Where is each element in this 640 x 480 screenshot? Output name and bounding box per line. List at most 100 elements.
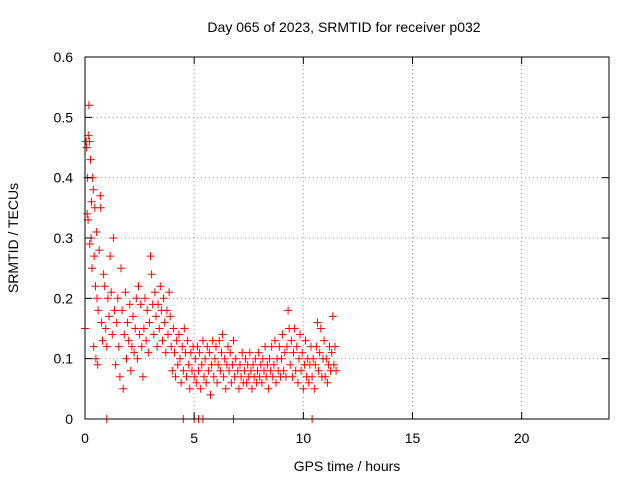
data-point	[314, 366, 323, 375]
data-point	[94, 306, 103, 315]
data-point	[167, 342, 176, 351]
y-tick-label: 0.5	[54, 109, 74, 125]
data-point	[171, 372, 180, 381]
data-point	[266, 366, 275, 375]
data-point	[202, 378, 211, 387]
data-point	[270, 336, 279, 345]
y-tick-label: 0.6	[54, 49, 74, 65]
data-point	[293, 378, 302, 387]
data-point	[99, 270, 108, 279]
data-point	[283, 342, 291, 351]
data-point	[265, 354, 274, 363]
data-point	[89, 342, 98, 351]
data-point	[145, 318, 154, 327]
data-point	[290, 324, 299, 333]
data-point	[170, 348, 179, 357]
data-point	[84, 101, 93, 110]
data-point	[149, 330, 158, 339]
data-point	[84, 131, 93, 140]
data-point	[122, 354, 131, 363]
data-point	[131, 324, 140, 333]
data-point	[93, 360, 102, 369]
data-point	[220, 354, 229, 363]
data-point	[286, 360, 295, 369]
data-point	[180, 324, 189, 333]
data-point	[196, 384, 205, 393]
data-point	[153, 342, 162, 351]
data-point	[137, 342, 146, 351]
data-point	[102, 342, 111, 351]
data-point	[142, 336, 151, 345]
data-point	[135, 330, 144, 339]
data-point	[82, 143, 91, 152]
data-point	[164, 330, 172, 339]
data-point	[327, 348, 336, 357]
data-point	[234, 384, 243, 393]
data-point	[226, 348, 235, 357]
data-point	[289, 348, 298, 357]
data-point	[182, 372, 191, 381]
data-point	[272, 378, 280, 387]
data-point	[209, 372, 218, 381]
data-point	[227, 378, 236, 387]
data-point	[107, 288, 116, 297]
data-point	[103, 294, 112, 303]
data-point	[218, 330, 227, 339]
data-point	[254, 348, 263, 357]
data-point	[320, 336, 329, 345]
data-point	[200, 372, 208, 381]
data-point	[156, 282, 165, 291]
data-point	[146, 252, 155, 261]
data-point	[114, 342, 123, 351]
data-point	[129, 312, 137, 321]
data-point	[328, 312, 337, 321]
data-point	[93, 294, 101, 303]
data-point	[154, 300, 163, 309]
x-tick-label: 10	[296, 430, 312, 446]
data-point	[277, 354, 286, 363]
data-point	[98, 336, 107, 345]
data-point	[133, 354, 142, 363]
data-point	[279, 366, 288, 375]
data-point	[322, 354, 331, 363]
data-point	[136, 300, 145, 309]
data-point	[225, 366, 234, 375]
data-point	[257, 378, 266, 387]
data-point	[191, 354, 200, 363]
x-tick-label: 20	[514, 430, 530, 446]
data-point	[268, 372, 277, 381]
y-tick-label: 0.4	[54, 170, 74, 186]
data-point	[275, 342, 284, 351]
data-point	[123, 318, 132, 327]
data-point	[109, 234, 118, 242]
x-tick-label: 0	[81, 430, 89, 446]
data-point	[134, 282, 143, 291]
data-point	[168, 366, 177, 375]
data-point	[312, 342, 321, 351]
data-point	[193, 342, 202, 351]
data-point	[215, 336, 224, 345]
data-point	[309, 354, 318, 363]
data-point	[221, 384, 230, 393]
data-point	[245, 348, 254, 357]
x-tick-label: 5	[190, 430, 198, 446]
data-point	[269, 360, 278, 369]
data-point	[297, 366, 306, 375]
data-point	[316, 324, 325, 333]
data-point	[287, 336, 296, 345]
data-point	[249, 360, 258, 369]
data-point	[296, 330, 305, 339]
data-point	[87, 197, 96, 206]
data-point	[147, 270, 156, 279]
data-point	[301, 336, 310, 345]
data-point	[264, 384, 273, 393]
data-point	[212, 342, 220, 351]
data-point	[161, 348, 170, 357]
x-tick-label: 15	[405, 430, 421, 446]
data-point	[111, 360, 120, 369]
data-point	[152, 312, 160, 321]
data-point	[160, 318, 169, 327]
data-point	[179, 366, 188, 375]
data-point	[138, 372, 147, 381]
data-point	[113, 294, 122, 303]
